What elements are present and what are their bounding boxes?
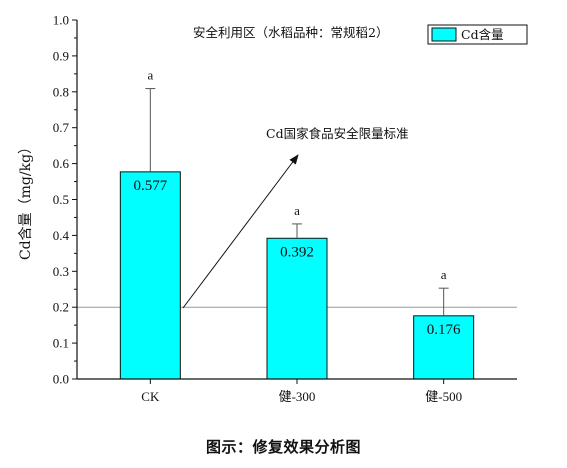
reference-line-label: Cd国家食品安全限量标准 (266, 126, 409, 141)
reference-arrow (182, 154, 299, 309)
legend-label: Cd含量 (461, 27, 504, 42)
y-tick-label: 0.7 (53, 120, 70, 135)
chart-title: 安全利用区（水稻品种：常规稻2） (193, 25, 388, 40)
bar (266, 237, 328, 380)
x-tick-label: 健-300 (279, 389, 316, 404)
y-tick-label: 0.3 (53, 264, 69, 279)
legend: Cd含量 (427, 24, 528, 45)
significance-label: a (441, 267, 447, 282)
value-label-bg (417, 319, 470, 339)
value-label: 0.176 (427, 322, 461, 338)
bar (119, 171, 181, 380)
value-label: 0.577 (133, 178, 167, 194)
y-axis-title: Cd含量（mg/kg） (18, 140, 34, 260)
significance-label: a (147, 68, 153, 83)
bar-chart: CK 健-300 健-500 0.0 0.1 0.2 0.3 0.4 0.5 0.6 0.7 0.8 0… (18, 13, 528, 404)
figure-caption: 图示：修复效果分析图 (205, 438, 361, 456)
value-label-bg (124, 175, 177, 195)
y-tick-label: 0.2 (53, 300, 69, 315)
value-label-bg (271, 242, 323, 262)
x-tick-label: CK (141, 389, 160, 404)
y-tick-label: 0.5 (53, 192, 69, 207)
value-label: 0.392 (280, 244, 314, 260)
significance-label: a (294, 203, 300, 218)
y-tick-label: 0.6 (53, 156, 70, 171)
x-tick-label: 健-500 (425, 389, 462, 404)
y-tick-label: 0.4 (53, 228, 70, 243)
y-tick-label: 0.9 (53, 48, 69, 63)
y-tick-label: 0.8 (53, 84, 69, 99)
y-tick-label: 0.1 (53, 336, 69, 351)
y-tick-label: 0.0 (53, 372, 69, 387)
y-tick-label: 1.0 (53, 13, 69, 28)
legend-swatch (431, 27, 457, 42)
